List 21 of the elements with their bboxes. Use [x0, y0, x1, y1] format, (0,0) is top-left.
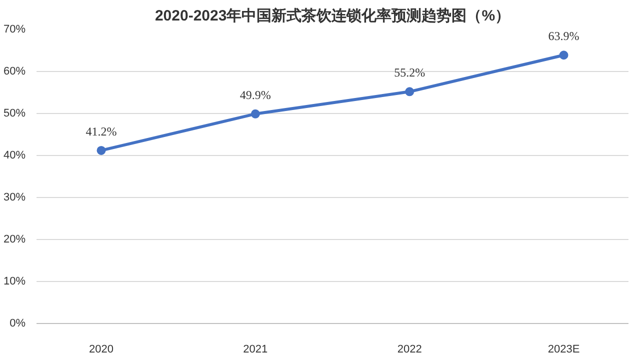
y-tick-label: 0% — [10, 318, 26, 330]
x-tick-label: 2021 — [243, 344, 268, 356]
chart-title: 2020-2023年中国新式茶饮连锁化率预测趋势图（%） — [154, 6, 510, 24]
data-label: 63.9% — [548, 29, 580, 44]
y-tick-label: 40% — [3, 150, 26, 162]
y-tick-label: 30% — [3, 192, 26, 204]
point — [559, 50, 568, 60]
data-label: 49.9% — [240, 88, 271, 102]
x-tick-label: 2022 — [397, 344, 422, 356]
data-label: 41.2% — [86, 124, 117, 138]
y-tick-label: 50% — [3, 108, 26, 120]
x-tick-label: 2023E — [548, 344, 580, 356]
y-tick-label: 60% — [3, 66, 26, 78]
point — [405, 87, 414, 96]
y-tick-label: 10% — [3, 276, 26, 288]
y-tick-label: 70% — [3, 24, 26, 36]
data-label: 55.2% — [394, 66, 426, 80]
point — [250, 109, 260, 118]
y-tick-label: 20% — [3, 234, 26, 246]
point — [96, 146, 106, 155]
x-tick-label: 2020 — [89, 344, 114, 356]
